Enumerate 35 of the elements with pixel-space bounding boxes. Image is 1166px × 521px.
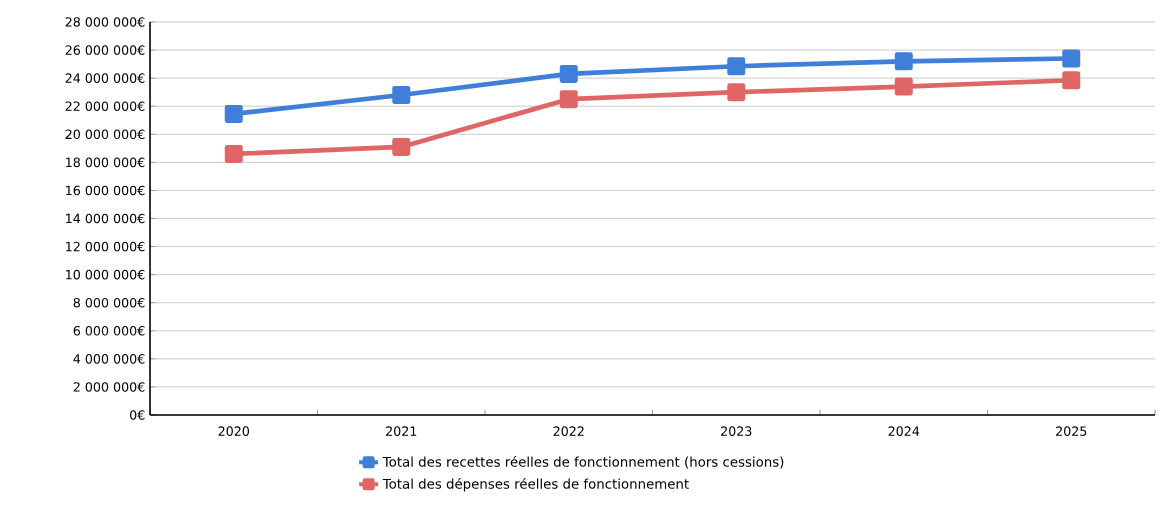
point	[894, 77, 913, 96]
x-tick-label: 2022	[553, 426, 584, 436]
y-tick-label: 16 000 000€	[66, 185, 145, 196]
x-tick-label: 2020	[218, 426, 250, 436]
point	[727, 83, 746, 102]
point	[1062, 71, 1081, 90]
legend-label: Total des recettes réelles de fonctionnement (hors cessions)	[382, 455, 784, 469]
y-tick-label: 28 000 000€	[65, 17, 145, 27]
point	[392, 85, 411, 104]
y-tick-label: 2 000 000€	[73, 382, 145, 392]
point	[559, 64, 578, 83]
point	[224, 144, 243, 163]
point	[727, 57, 746, 76]
point	[392, 137, 411, 156]
legend-label: Total des dépenses réelles de fonctionnement	[382, 477, 689, 492]
point	[1062, 49, 1081, 68]
y-tick-label: 4 000 000€	[73, 354, 145, 364]
y-tick-label: 24 000 000€	[65, 73, 145, 83]
y-tick-label: 10 000 000€	[66, 269, 145, 280]
y-tick-label: 18 000 000€	[66, 157, 145, 168]
point	[559, 90, 578, 109]
y-tick-label: 0€	[130, 410, 145, 420]
y-tick-label: 22 000 000€	[65, 101, 145, 112]
y-tick-label: 8 000 000€	[73, 297, 145, 308]
x-tick-label: 2025	[1056, 426, 1087, 436]
x-tick-label: 2021	[386, 426, 417, 436]
x-tick-label: 2024	[888, 426, 920, 436]
y-tick-label: 14 000 000€	[66, 213, 145, 224]
y-tick-label: 6 000 000€	[73, 325, 145, 336]
point	[894, 52, 913, 71]
y-tick-label: 12 000 000€	[66, 241, 145, 252]
y-tick-label: 26 000 000€	[65, 45, 145, 55]
y-tick-label: 20 000 000€	[65, 129, 145, 140]
x-tick-label: 2023	[721, 426, 752, 436]
point	[224, 104, 243, 123]
